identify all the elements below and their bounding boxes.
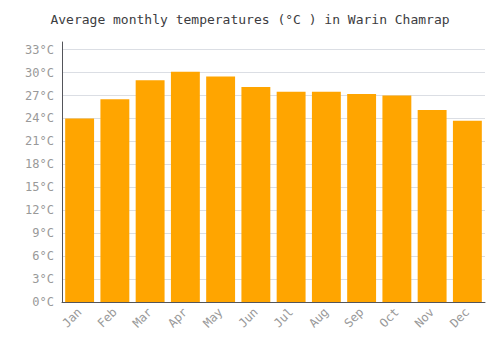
- svg-text:Apr: Apr: [165, 305, 190, 330]
- svg-text:30°C: 30°C: [25, 66, 54, 80]
- svg-text:27°C: 27°C: [25, 89, 54, 103]
- svg-text:Mar: Mar: [130, 305, 155, 330]
- svg-text:18°C: 18°C: [25, 157, 54, 171]
- svg-text:Dec: Dec: [447, 305, 472, 330]
- svg-text:Jun: Jun: [236, 305, 261, 330]
- svg-text:24°C: 24°C: [25, 111, 54, 125]
- svg-text:Jan: Jan: [59, 305, 84, 330]
- svg-text:9°C: 9°C: [32, 226, 54, 240]
- svg-text:Feb: Feb: [95, 305, 120, 330]
- svg-text:21°C: 21°C: [25, 134, 54, 148]
- svg-text:Sep: Sep: [341, 305, 366, 330]
- svg-text:12°C: 12°C: [25, 203, 54, 217]
- svg-text:Aug: Aug: [306, 305, 331, 330]
- svg-text:Oct: Oct: [377, 305, 402, 330]
- svg-text:0°C: 0°C: [32, 295, 54, 309]
- svg-text:33°C: 33°C: [25, 43, 54, 57]
- svg-text:Nov: Nov: [412, 305, 437, 330]
- svg-text:May: May: [200, 305, 225, 330]
- svg-text:Jul: Jul: [271, 305, 296, 330]
- svg-text:3°C: 3°C: [32, 272, 54, 286]
- svg-text:Average monthly temperatures (: Average monthly temperatures (°C ) in Wa…: [50, 12, 449, 27]
- svg-text:15°C: 15°C: [25, 180, 54, 194]
- svg-text:6°C: 6°C: [32, 249, 54, 263]
